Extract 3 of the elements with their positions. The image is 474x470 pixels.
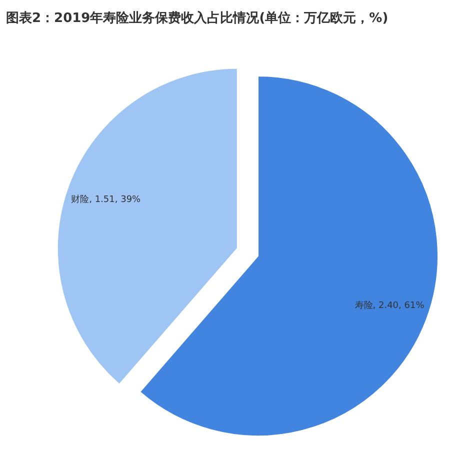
- chart-title: 图表2：2019年寿险业务保费收入占比情况(单位：万亿欧元，%): [6, 10, 388, 26]
- slice-label: 财险, 1.51, 39%: [71, 194, 142, 206]
- slice-label: 寿险, 2.40, 61%: [354, 300, 425, 312]
